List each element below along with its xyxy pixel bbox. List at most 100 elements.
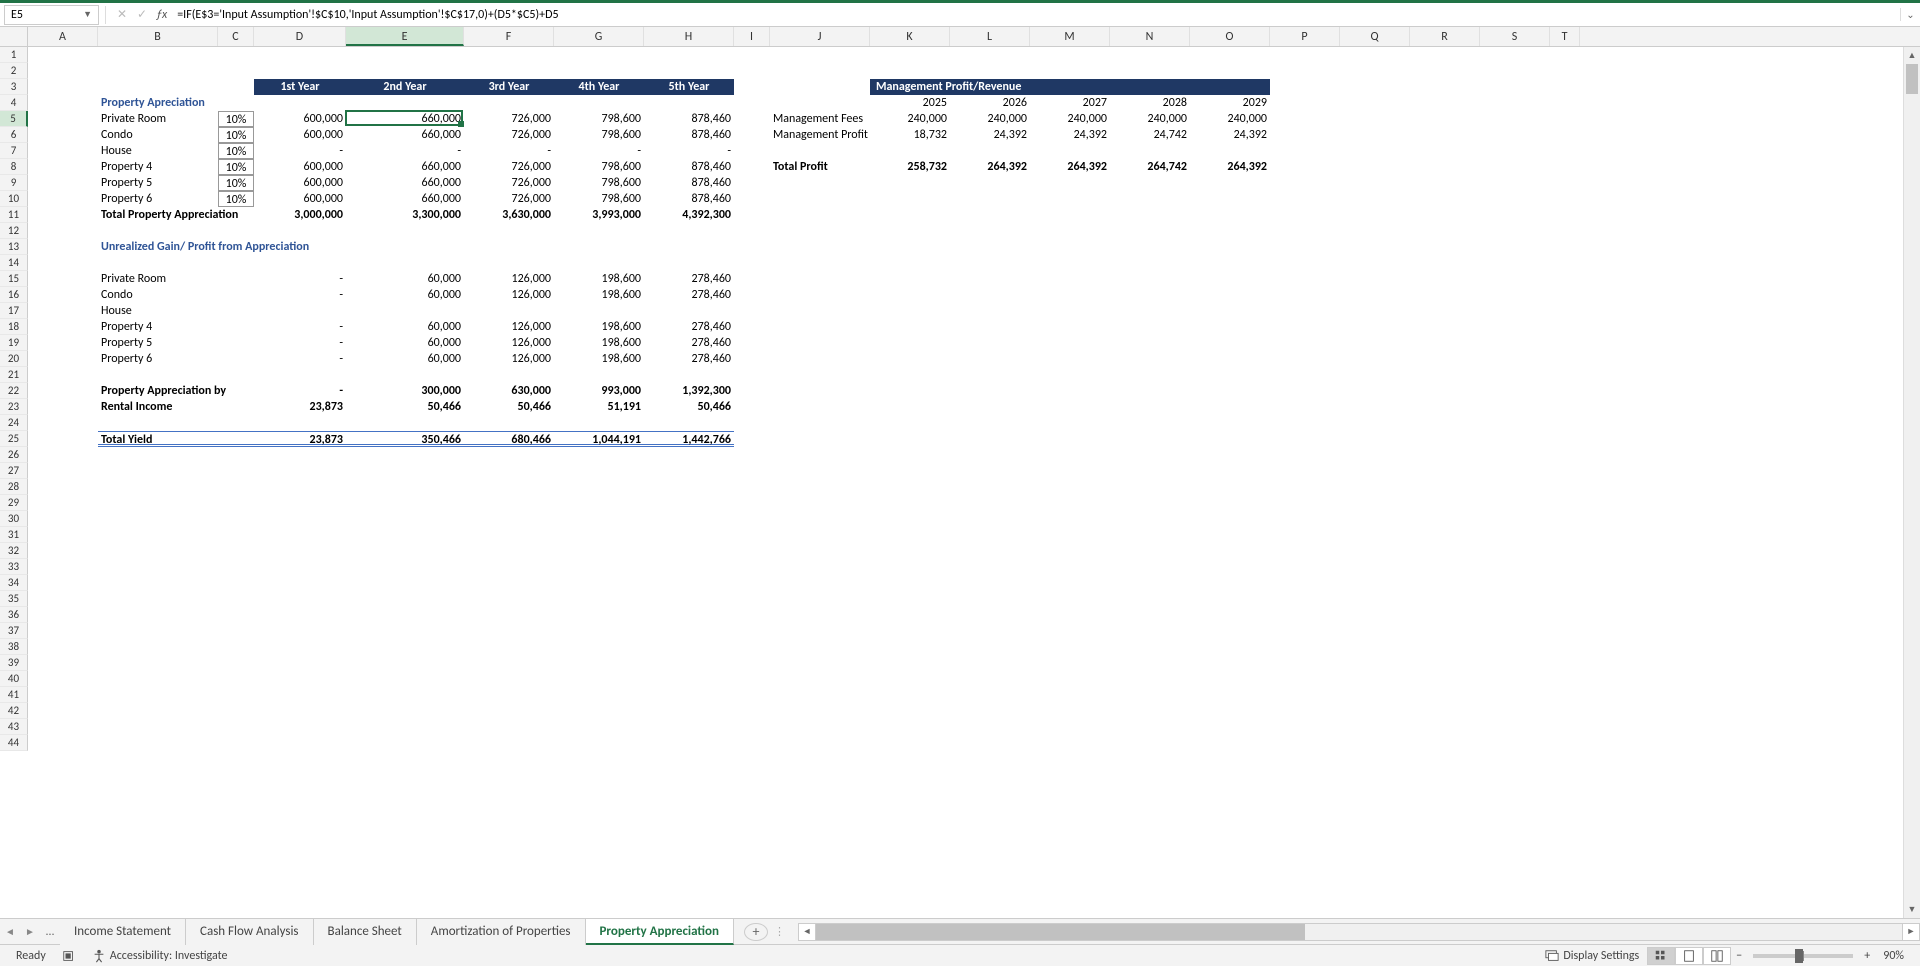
accessibility-status[interactable]: Accessibility: Investigate [92,949,228,963]
value-cell[interactable]: 798,600 [554,111,644,127]
value-cell[interactable]: 60,000 [346,351,464,367]
col-header-P[interactable]: P [1270,27,1340,46]
property-label[interactable]: Condo [98,127,218,143]
value-cell[interactable]: 600,000 [254,159,346,175]
total-yield-value[interactable]: 1,044,191 [554,431,644,447]
mgmt-total-value[interactable]: 264,742 [1110,159,1190,175]
row-header-35[interactable]: 35 [0,591,28,607]
cancel-icon[interactable]: ✕ [112,7,132,22]
year-header[interactable]: 1st Year [254,79,346,95]
col-header-C[interactable]: C [218,27,254,46]
pct-box[interactable]: 10% [218,111,254,127]
value-cell[interactable]: - [254,335,346,351]
zoom-handle[interactable] [1795,949,1803,963]
value-cell[interactable]: 278,460 [644,335,734,351]
value-cell[interactable]: 126,000 [464,351,554,367]
row-header-4[interactable]: 4 [0,95,28,111]
year-header[interactable]: 3rd Year [464,79,554,95]
row-header-12[interactable]: 12 [0,223,28,239]
summary-label[interactable]: Property Appreciation by [98,383,254,399]
value-cell[interactable]: 198,600 [554,319,644,335]
value-cell[interactable]: 60,000 [346,271,464,287]
mgmt-label[interactable]: Management Profit [770,127,870,143]
pct-box[interactable]: 10% [218,191,254,207]
formula-input[interactable] [171,5,1900,25]
accept-icon[interactable]: ✓ [132,7,152,22]
mgmt-value[interactable]: 24,392 [950,127,1030,143]
mgmt-total-value[interactable]: 264,392 [1190,159,1270,175]
mgmt-value[interactable]: 24,742 [1110,127,1190,143]
col-header-L[interactable]: L [950,27,1030,46]
row-header-27[interactable]: 27 [0,463,28,479]
mgmt-value[interactable]: 240,000 [1110,111,1190,127]
tab-nav-prev-icon[interactable]: ◄ [0,925,20,938]
total-yield-value[interactable]: 350,466 [346,431,464,447]
value-cell[interactable]: 278,460 [644,319,734,335]
view-normal-button[interactable] [1647,947,1675,965]
row-header-30[interactable]: 30 [0,511,28,527]
value-cell[interactable]: 600,000 [254,191,346,207]
zoom-in-button[interactable]: + [1859,949,1875,963]
col-header-B[interactable]: B [98,27,218,46]
value-cell[interactable]: 660,000 [346,175,464,191]
row-header-39[interactable]: 39 [0,655,28,671]
col-header-F[interactable]: F [464,27,554,46]
value-cell[interactable]: 878,460 [644,159,734,175]
row-header-36[interactable]: 36 [0,607,28,623]
summary-value[interactable]: 50,466 [346,399,464,415]
col-header-N[interactable]: N [1110,27,1190,46]
property-label[interactable]: Property 4 [98,159,218,175]
row-header-7[interactable]: 7 [0,143,28,159]
scroll-down-icon[interactable]: ▼ [1904,901,1920,918]
row-header-40[interactable]: 40 [0,671,28,687]
year-header[interactable]: 2nd Year [346,79,464,95]
row-header-38[interactable]: 38 [0,639,28,655]
col-header-M[interactable]: M [1030,27,1110,46]
grid-area[interactable]: 1234567891011121314151617181920212223242… [0,47,1920,918]
sheet-tab[interactable]: Cash Flow Analysis [186,919,313,945]
total-yield-label[interactable]: Total Yield [98,431,254,447]
row-header-2[interactable]: 2 [0,63,28,79]
row-header-5[interactable]: 5 [0,111,28,127]
value-cell[interactable]: - [254,351,346,367]
value-cell[interactable]: 726,000 [464,191,554,207]
value-cell[interactable]: 798,600 [554,159,644,175]
col-header-R[interactable]: R [1410,27,1480,46]
mgmt-total-label[interactable]: Total Profit [770,159,870,175]
summary-value[interactable]: 51,191 [554,399,644,415]
row-header-33[interactable]: 33 [0,559,28,575]
value-cell[interactable]: 126,000 [464,271,554,287]
value-cell[interactable]: - [644,143,734,159]
row-header-23[interactable]: 23 [0,399,28,415]
value-cell[interactable]: 726,000 [464,159,554,175]
mgmt-total-value[interactable]: 264,392 [950,159,1030,175]
zoom-out-button[interactable]: − [1731,949,1747,963]
tab-nav-next-icon[interactable]: ► [20,925,40,938]
value-cell[interactable]: 278,460 [644,271,734,287]
mgmt-year[interactable]: 2025 [870,95,950,111]
value-cell[interactable]: 660,000 [346,191,464,207]
formula-expand-icon[interactable]: ⌄ [1900,8,1920,21]
col-header-G[interactable]: G [554,27,644,46]
add-sheet-button[interactable]: + [744,923,768,941]
fx-icon[interactable]: ƒx [156,8,167,22]
view-page-break-button[interactable] [1703,947,1731,965]
total-value[interactable]: 3,000,000 [254,207,346,223]
view-page-layout-button[interactable] [1675,947,1703,965]
row-header-31[interactable]: 31 [0,527,28,543]
pct-box[interactable]: 10% [218,143,254,159]
row-header-42[interactable]: 42 [0,703,28,719]
summary-label[interactable]: Rental Income [98,399,254,415]
property-label[interactable]: Private Room [98,111,218,127]
row-header-20[interactable]: 20 [0,351,28,367]
col-header-A[interactable]: A [28,27,98,46]
section-title[interactable]: Property Apreciation [98,95,346,111]
property-label[interactable]: Condo [98,287,218,303]
mgmt-year[interactable]: 2027 [1030,95,1110,111]
value-cell[interactable]: 126,000 [464,335,554,351]
property-label[interactable]: Property 4 [98,319,218,335]
total-value[interactable]: 3,630,000 [464,207,554,223]
value-cell[interactable]: 878,460 [644,111,734,127]
row-header-24[interactable]: 24 [0,415,28,431]
mgmt-value[interactable]: 240,000 [1030,111,1110,127]
